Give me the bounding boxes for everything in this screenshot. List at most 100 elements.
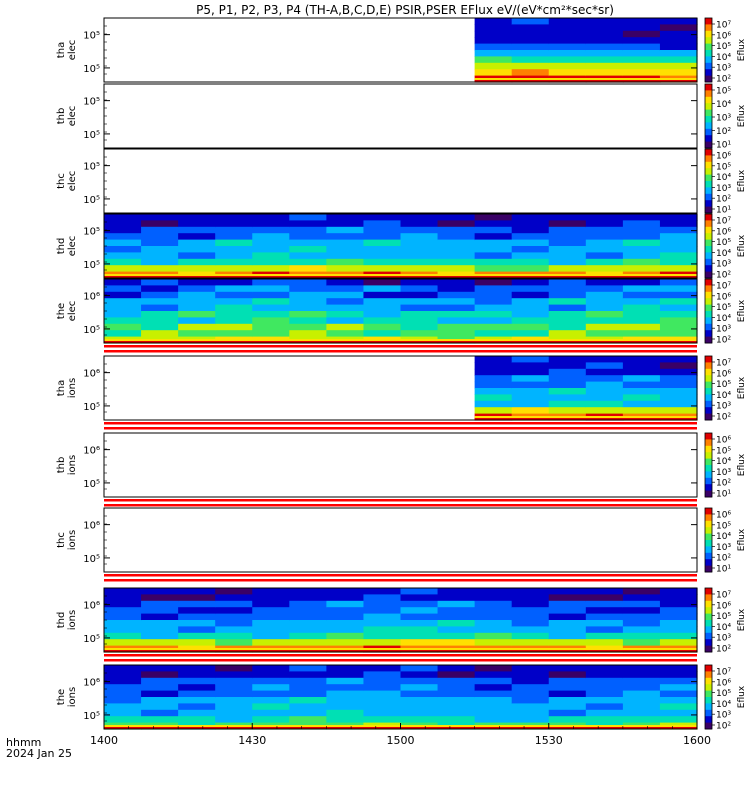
heatmap-cell — [511, 291, 550, 299]
y-tick-label: 10⁵ — [83, 554, 100, 565]
heatmap-cell — [326, 709, 365, 717]
heatmap-cell — [511, 285, 550, 293]
heatmap-cell — [474, 400, 513, 408]
heatmap-cell — [326, 620, 365, 627]
heatmap-cell — [437, 620, 476, 627]
colorbar-tick-label: 10⁶ — [716, 152, 731, 162]
heatmap-cell — [474, 388, 513, 395]
heatmap-cell — [326, 285, 365, 293]
heatmap-cell — [252, 252, 290, 260]
heatmap-cell — [215, 600, 253, 608]
heatmap-cell — [659, 632, 698, 640]
heatmap-cell — [400, 639, 439, 647]
heatmap-cell — [585, 368, 624, 376]
heatmap-cell — [622, 697, 661, 704]
panel-frame — [103, 148, 698, 214]
heatmap-cell — [474, 252, 513, 260]
colorbar-tick-label: 10³ — [716, 711, 731, 721]
heatmap-cell — [511, 56, 550, 64]
heatmap-cell — [141, 252, 179, 260]
heatmap-cell — [474, 620, 513, 627]
heatmap-cell — [104, 226, 142, 234]
y-tick-label: 10⁵ — [83, 227, 100, 238]
heatmap-cell — [215, 279, 253, 286]
colorbar-segment — [705, 62, 712, 70]
heatmap-cell — [215, 298, 253, 306]
heatmap-cell — [400, 665, 439, 672]
heatmap-cell — [548, 381, 587, 389]
heatmap-cell — [622, 684, 661, 692]
heatmap-cell — [548, 323, 587, 331]
colorbar-tick-label: 10⁴ — [716, 391, 731, 401]
heatmap-cell — [622, 323, 661, 331]
colorbar-segment — [705, 684, 712, 692]
heatmap-cell — [104, 588, 142, 595]
heatmap-cell — [548, 690, 587, 698]
heatmap-cell — [474, 356, 513, 363]
heatmap-cell — [511, 400, 550, 408]
heatmap-cell — [511, 626, 550, 634]
colorbar-frame — [704, 507, 713, 573]
heatmap-cell — [474, 30, 513, 38]
heatmap-cell — [289, 220, 327, 228]
colorbar-tick-label: 10² — [716, 271, 731, 281]
heatmap-cell — [104, 703, 142, 711]
heatmap-cell — [178, 632, 216, 640]
heatmap-cell — [289, 684, 327, 692]
heatmap-cell — [511, 62, 550, 70]
heatmap-cell — [252, 214, 290, 221]
heatmap-cell — [511, 220, 550, 228]
heatmap-cell — [622, 279, 661, 286]
heatmap-cell — [622, 716, 661, 724]
colorbar-segment — [705, 639, 712, 647]
heatmap-cell — [215, 607, 253, 615]
colorbar-segment — [705, 311, 712, 318]
heatmap-cell — [326, 265, 365, 273]
heatmap-cell — [437, 285, 476, 293]
colorbar-label: Eflux — [737, 528, 747, 551]
heatmap-cell — [363, 671, 402, 679]
heatmap-cell — [585, 239, 624, 247]
fill-band — [104, 574, 697, 577]
heatmap-cell — [326, 252, 365, 260]
colorbar-frame — [704, 148, 713, 214]
heatmap-cell — [548, 24, 587, 32]
heatmap-cell — [474, 613, 513, 621]
heatmap-cell — [474, 62, 513, 70]
heatmap-cell — [511, 632, 550, 640]
heatmap-cell — [289, 677, 327, 685]
colorbar-tick-label: 10⁵ — [716, 446, 731, 456]
heatmap-cell — [659, 665, 698, 672]
heatmap-cell — [400, 265, 439, 273]
heatmap-cell — [104, 279, 142, 286]
heatmap-cell — [141, 716, 179, 724]
heatmap-cell — [622, 311, 661, 318]
heatmap-cell — [511, 665, 550, 672]
heatmap-cell — [363, 588, 402, 595]
colorbar-segment — [705, 490, 712, 498]
heatmap-cell — [659, 265, 698, 273]
heatmap-cell — [104, 677, 142, 685]
heatmap-cell — [104, 246, 142, 253]
heatmap-cell — [178, 220, 216, 228]
heatmap-cell — [178, 214, 216, 221]
colorbar-tick-label: 10³ — [716, 468, 731, 478]
heatmap-cell — [585, 690, 624, 698]
heatmap-cell — [289, 252, 327, 260]
heatmap-cell — [141, 709, 179, 717]
colorbar-segment — [705, 168, 712, 176]
fill-band — [104, 504, 697, 507]
heatmap-cell — [437, 323, 476, 331]
heatmap-cell — [141, 665, 179, 672]
heatmap-cell — [215, 626, 253, 634]
heatmap-cell — [585, 375, 624, 383]
colorbar-segment — [705, 265, 712, 273]
colorbar-segment — [705, 533, 712, 541]
colorbar-frame — [704, 432, 713, 498]
heatmap-cell — [252, 330, 290, 338]
heatmap-cell — [141, 690, 179, 698]
colorbar-segment — [705, 233, 712, 241]
heatmap-cell — [622, 50, 661, 57]
colorbar-tick-label: 10² — [716, 722, 731, 732]
